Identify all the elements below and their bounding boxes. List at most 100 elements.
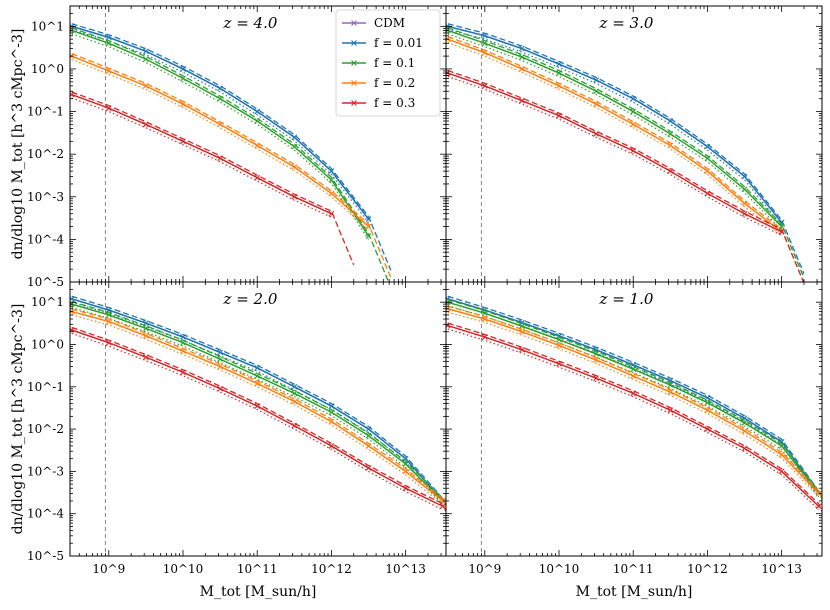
legend-label: f = 0.3 — [374, 96, 415, 110]
data-point — [365, 443, 372, 449]
data-point — [667, 118, 674, 124]
legend-marker — [351, 20, 357, 26]
model-dashed-4 — [71, 91, 355, 266]
data-point — [630, 361, 637, 368]
data-point — [556, 83, 562, 89]
legend-label: f = 0.1 — [374, 56, 415, 70]
data-point — [481, 316, 488, 322]
data-point — [143, 56, 149, 63]
data-point — [704, 399, 711, 406]
y-tick-label: 10^1 — [31, 295, 64, 309]
model-dashed-4 — [447, 322, 822, 514]
x-tick-label: 10^11 — [237, 562, 278, 576]
data-point — [180, 369, 186, 376]
data-point — [254, 373, 261, 379]
data-point — [667, 168, 674, 175]
data-point — [556, 61, 562, 67]
data-point — [704, 143, 711, 150]
data-point — [593, 357, 599, 363]
legend-marker — [351, 100, 357, 106]
model-dotted-1 — [71, 301, 444, 505]
legend-label: CDM — [374, 16, 405, 30]
series-line-4 — [447, 72, 782, 233]
data-point — [143, 354, 149, 361]
data-point — [291, 164, 298, 170]
x-tick-label: 10^12 — [311, 562, 352, 576]
data-point — [630, 373, 637, 379]
data-point — [254, 108, 261, 115]
data-point — [328, 210, 335, 217]
model-dotted-3 — [71, 314, 444, 505]
data-point — [741, 173, 748, 180]
legend-marker — [351, 40, 357, 46]
data-point — [291, 390, 298, 397]
model-dotted-3 — [71, 58, 369, 231]
data-point — [328, 403, 335, 409]
legend-label: f = 0.2 — [374, 76, 415, 90]
data-point — [519, 45, 525, 52]
data-point — [180, 138, 186, 145]
legend-marker — [351, 80, 357, 86]
data-point — [556, 342, 562, 349]
data-point — [254, 142, 261, 149]
y-tick-label: 10^-3 — [27, 190, 64, 204]
model-dashed-2 — [71, 27, 390, 282]
data-point — [402, 468, 409, 475]
data-point — [328, 176, 335, 183]
data-point — [481, 49, 488, 56]
y-tick-label: 10^0 — [31, 337, 64, 351]
data-point — [291, 143, 298, 150]
data-point — [630, 390, 637, 397]
data-point — [630, 95, 637, 102]
data-point — [519, 323, 525, 330]
data-point — [291, 398, 298, 405]
x-tick-label: 10^12 — [687, 562, 728, 576]
y-tick-label: 10^-5 — [27, 549, 64, 563]
y-tick-label: 10^-1 — [27, 380, 64, 394]
y-axis-label-bottom: dn/dlog10 M_tot [h^3 cMpc^-3] — [10, 304, 26, 535]
x-tick-label: 10^11 — [613, 562, 654, 576]
data-point — [328, 443, 335, 449]
x-tick-label: 10^10 — [539, 562, 580, 576]
data-point — [328, 409, 335, 416]
data-point — [481, 83, 488, 89]
series-line-3 — [447, 38, 783, 233]
model-dotted-4 — [71, 97, 332, 218]
data-point — [105, 40, 112, 47]
data-point — [254, 118, 261, 124]
data-point — [439, 503, 446, 510]
data-point — [365, 216, 372, 222]
data-point — [704, 407, 711, 414]
data-point — [519, 346, 525, 353]
panel-3: 10^9 10^10 10^11 10^12 10^13 10^-5 10^-4 10^-3 1… — [27, 281, 447, 576]
panels-layer: 10^-5 10^-4 10^-3 10^-2 10^-1 10^0 10^1 z = 4.0… — [27, 5, 823, 576]
data-point — [667, 407, 674, 414]
data-point — [105, 68, 112, 74]
data-point — [328, 190, 335, 197]
data-point — [704, 426, 711, 432]
data-point — [741, 445, 748, 452]
model-dashed-2 — [447, 27, 805, 278]
model-dashed-2 — [71, 300, 446, 508]
data-point — [556, 360, 562, 367]
data-point — [143, 332, 149, 339]
data-point — [291, 383, 298, 390]
series-line-2 — [447, 29, 783, 228]
data-point — [593, 88, 599, 95]
redshift-label: z = 3.0 — [599, 14, 654, 32]
data-point — [180, 339, 186, 346]
legend-item: f = 0.2 — [342, 76, 415, 90]
data-point — [180, 75, 186, 82]
data-point — [593, 130, 599, 137]
data-point — [254, 403, 261, 409]
model-dashed-1 — [71, 295, 446, 508]
data-point — [402, 461, 409, 467]
data-point — [291, 422, 298, 429]
data-point — [778, 443, 785, 449]
data-point — [741, 210, 748, 217]
legend-marker — [351, 60, 357, 66]
plot-area — [70, 282, 446, 556]
data-point — [704, 394, 711, 401]
plot-area — [70, 6, 392, 282]
panel-frame — [445, 281, 823, 557]
